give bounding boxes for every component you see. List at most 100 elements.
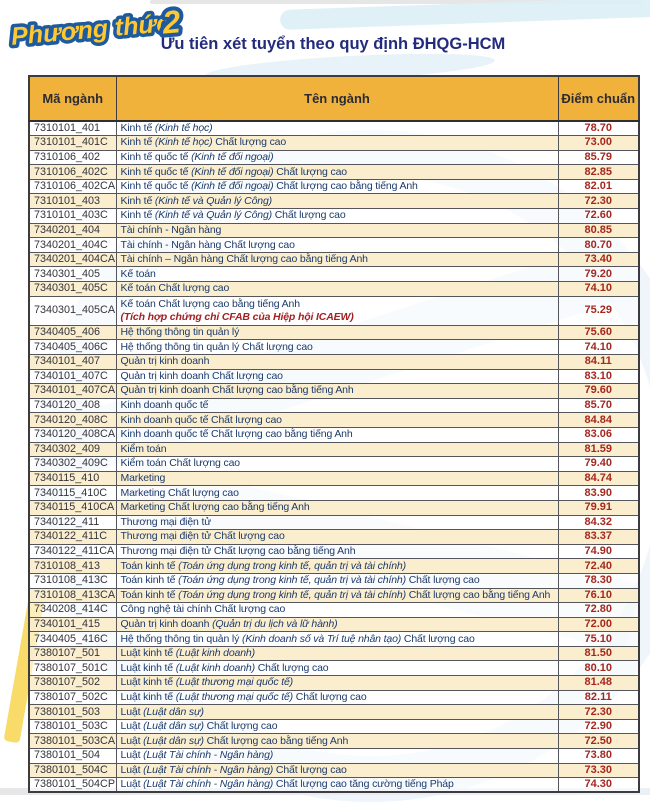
major-name-cell: Marketing xyxy=(115,470,559,487)
major-name-cell: Hệ thống thông tin quản lý xyxy=(115,324,559,341)
major-name-cell: Luật (Luật Tài chính - Ngân hàng) Chất l… xyxy=(115,762,559,779)
major-code-cell: 7340301_405 xyxy=(28,266,117,283)
major-code-cell: 7310106_402 xyxy=(28,149,117,166)
score-cell: 83.06 xyxy=(557,426,640,443)
major-name-cell: Kinh doanh quốc tế xyxy=(115,397,559,414)
score-cell: 72.30 xyxy=(557,704,640,720)
logo-text-main: Phương thức xyxy=(10,9,171,51)
major-name-cell: Kinh tế (Kinh tế và Quản lý Công) Chất l… xyxy=(115,208,559,224)
score-cell: 81.59 xyxy=(557,441,640,458)
table-row: 7340120_408C Kinh doanh quốc tế Chất lượn… xyxy=(28,412,640,428)
major-code-cell: 7340115_410CA xyxy=(28,499,117,516)
table-row: 7380101_503 Luật (Luật dân sự) 72.30 xyxy=(28,704,640,720)
major-code-cell: 7310101_401 xyxy=(28,120,117,137)
major-code-cell: 7340201_404C xyxy=(28,237,117,253)
score-cell: 81.48 xyxy=(557,675,640,691)
score-cell: 79.91 xyxy=(557,499,640,516)
major-note-text: (Tích hợp chứng chỉ CFAB của Hiệp hội IC… xyxy=(120,310,354,323)
table-row: 7340301_405 Kế toán 79.20 xyxy=(28,266,640,283)
major-name-cell: Kiểm toán Chất lượng cao xyxy=(115,456,559,472)
table-row: 7340120_408CA Kinh doanh quốc tế Chất lượ… xyxy=(28,426,640,443)
table-row: 7340302_409 Kiểm toán 81.59 xyxy=(28,441,640,458)
major-name-cell: Kế toán Chất lượng cao xyxy=(115,281,559,297)
major-code-cell: 7310101_401C xyxy=(28,135,117,151)
major-code-cell: 7380107_502C xyxy=(28,689,117,706)
table-row: 7340405_406C Hệ thống thông tin quản lý C… xyxy=(28,339,640,355)
major-name-cell: Luật kinh tế (Luật thương mại quốc tế) C… xyxy=(115,689,559,706)
table-row: 7310108_413 Toán kinh tế (Toán ứng dụng t… xyxy=(28,558,640,574)
major-code-cell: 7380107_502 xyxy=(28,675,117,691)
score-cell: 84.84 xyxy=(557,412,640,428)
major-code-cell: 7380107_501 xyxy=(28,645,117,662)
major-code-cell: 7380107_501C xyxy=(28,660,117,677)
table-row: 7310101_403 Kinh tế (Kinh tế và Quản lý C… xyxy=(28,193,640,210)
score-cell: 73.40 xyxy=(557,251,640,268)
major-code-cell: 7340208_414C xyxy=(28,602,117,618)
score-cell: 76.10 xyxy=(557,587,640,604)
major-name-cell: Luật (Luật Tài chính - Ngân hàng) Chất l… xyxy=(115,777,559,793)
score-cell: 74.90 xyxy=(557,543,640,560)
major-name-cell: Luật kinh tế (Luật kinh doanh) xyxy=(115,645,559,662)
major-code-cell: 7340201_404 xyxy=(28,222,117,239)
major-code-cell: 7310108_413C xyxy=(28,572,117,589)
table-body: 7310101_401 Kinh tế (Kinh tế học) 78.70 731… xyxy=(28,120,640,793)
major-code-cell: 7340115_410 xyxy=(28,470,117,487)
table-row: 7340101_407 Quản trị kinh doanh 84.11 xyxy=(28,354,640,370)
major-code-cell: 7380101_504CP xyxy=(28,777,117,793)
table-row: 7310108_413CA Toán kinh tế (Toán ứng dụng… xyxy=(28,587,640,604)
major-code-cell: 7340101_407C xyxy=(28,368,117,385)
major-code-cell: 7310101_403 xyxy=(28,193,117,210)
major-name-cell: Luật (Luật dân sự) xyxy=(115,704,559,720)
major-code-cell: 7340115_410C xyxy=(28,485,117,501)
score-cell: 73.00 xyxy=(557,135,640,151)
score-cell: 84.74 xyxy=(557,470,640,487)
major-code-cell: 7340301_405CA xyxy=(28,295,117,326)
major-code-cell: 7340120_408CA xyxy=(28,426,117,443)
major-code-cell: 7380101_504 xyxy=(28,748,117,764)
table-row: 7340405_416C Hệ thống thông tin quản lý (… xyxy=(28,631,640,647)
major-name-cell: Quản trị kinh doanh Chất lượng cao bằng … xyxy=(115,383,559,399)
major-code-cell: 7380101_503CA xyxy=(28,733,117,750)
table-row: 7380101_503CA Luật (Luật dân sự) Chất lượ… xyxy=(28,733,640,750)
major-name-cell: Luật kinh tế (Luật thương mại quốc tế) xyxy=(115,675,559,691)
score-cell: 85.70 xyxy=(557,397,640,414)
method-2-logo: Phương thức 2 xyxy=(2,0,212,67)
major-name-cell: Quản trị kinh doanh xyxy=(115,354,559,370)
score-cell: 72.30 xyxy=(557,193,640,210)
table-row: 7340122_411C Thương mại điện tử Chất lượn… xyxy=(28,529,640,545)
score-cell: 82.85 xyxy=(557,164,640,180)
table-row: 7340101_407C Quản trị kinh doanh Chất lượ… xyxy=(28,368,640,385)
major-name-cell: Kinh tế quốc tế (Kinh tế đối ngoại) Chất… xyxy=(115,178,559,195)
major-code-cell: 7310106_402CA xyxy=(28,178,117,195)
table-row: 7310108_413C Toán kinh tế (Toán ứng dụng … xyxy=(28,572,640,589)
table-row: 7340302_409C Kiểm toán Chất lượng cao 79.4… xyxy=(28,456,640,472)
table-row: 7380101_504 Luật (Luật Tài chính - Ngân h… xyxy=(28,748,640,764)
major-code-cell: 7340405_406C xyxy=(28,339,117,355)
major-code-cell: 7310108_413CA xyxy=(28,587,117,604)
major-name-cell: Kiểm toán xyxy=(115,441,559,458)
major-name-cell: Hệ thống thông tin quản lý Chất lượng ca… xyxy=(115,339,559,355)
admission-scores-table: Mã ngành Tên ngành Điểm chuẩn 7310101_40… xyxy=(28,75,640,794)
major-code-cell: 7380101_504C xyxy=(28,762,117,779)
major-code-cell: 7340122_411CA xyxy=(28,543,117,560)
major-name-cell: Hệ thống thông tin quản lý (Kinh doanh s… xyxy=(115,631,559,647)
score-cell: 72.50 xyxy=(557,733,640,750)
table-row: 7340301_405CA Kế toán Chất lượng cao bằng… xyxy=(28,295,640,326)
score-cell: 84.11 xyxy=(557,354,640,370)
score-cell: 72.60 xyxy=(557,208,640,224)
major-code-cell: 7310108_413 xyxy=(28,558,117,574)
score-cell: 72.90 xyxy=(557,718,640,735)
score-cell: 83.90 xyxy=(557,485,640,501)
major-code-cell: 7310101_403C xyxy=(28,208,117,224)
score-cell: 82.11 xyxy=(557,689,640,706)
table-row: 7310101_401 Kinh tế (Kinh tế học) 78.70 xyxy=(28,120,640,137)
major-code-cell: 7340302_409C xyxy=(28,456,117,472)
major-name-cell: Công nghệ tài chính Chất lượng cao xyxy=(115,602,559,618)
major-code-cell: 7380101_503 xyxy=(28,704,117,720)
table-header: Mã ngành Tên ngành Điểm chuẩn xyxy=(28,75,640,122)
major-code-cell: 7380101_503C xyxy=(28,718,117,735)
table-row: 7340115_410 Marketing 84.74 xyxy=(28,470,640,487)
score-cell: 81.50 xyxy=(557,645,640,662)
major-name-cell: Thương mại điện tử Chất lượng cao bằng t… xyxy=(115,543,559,560)
score-cell: 75.60 xyxy=(557,324,640,341)
